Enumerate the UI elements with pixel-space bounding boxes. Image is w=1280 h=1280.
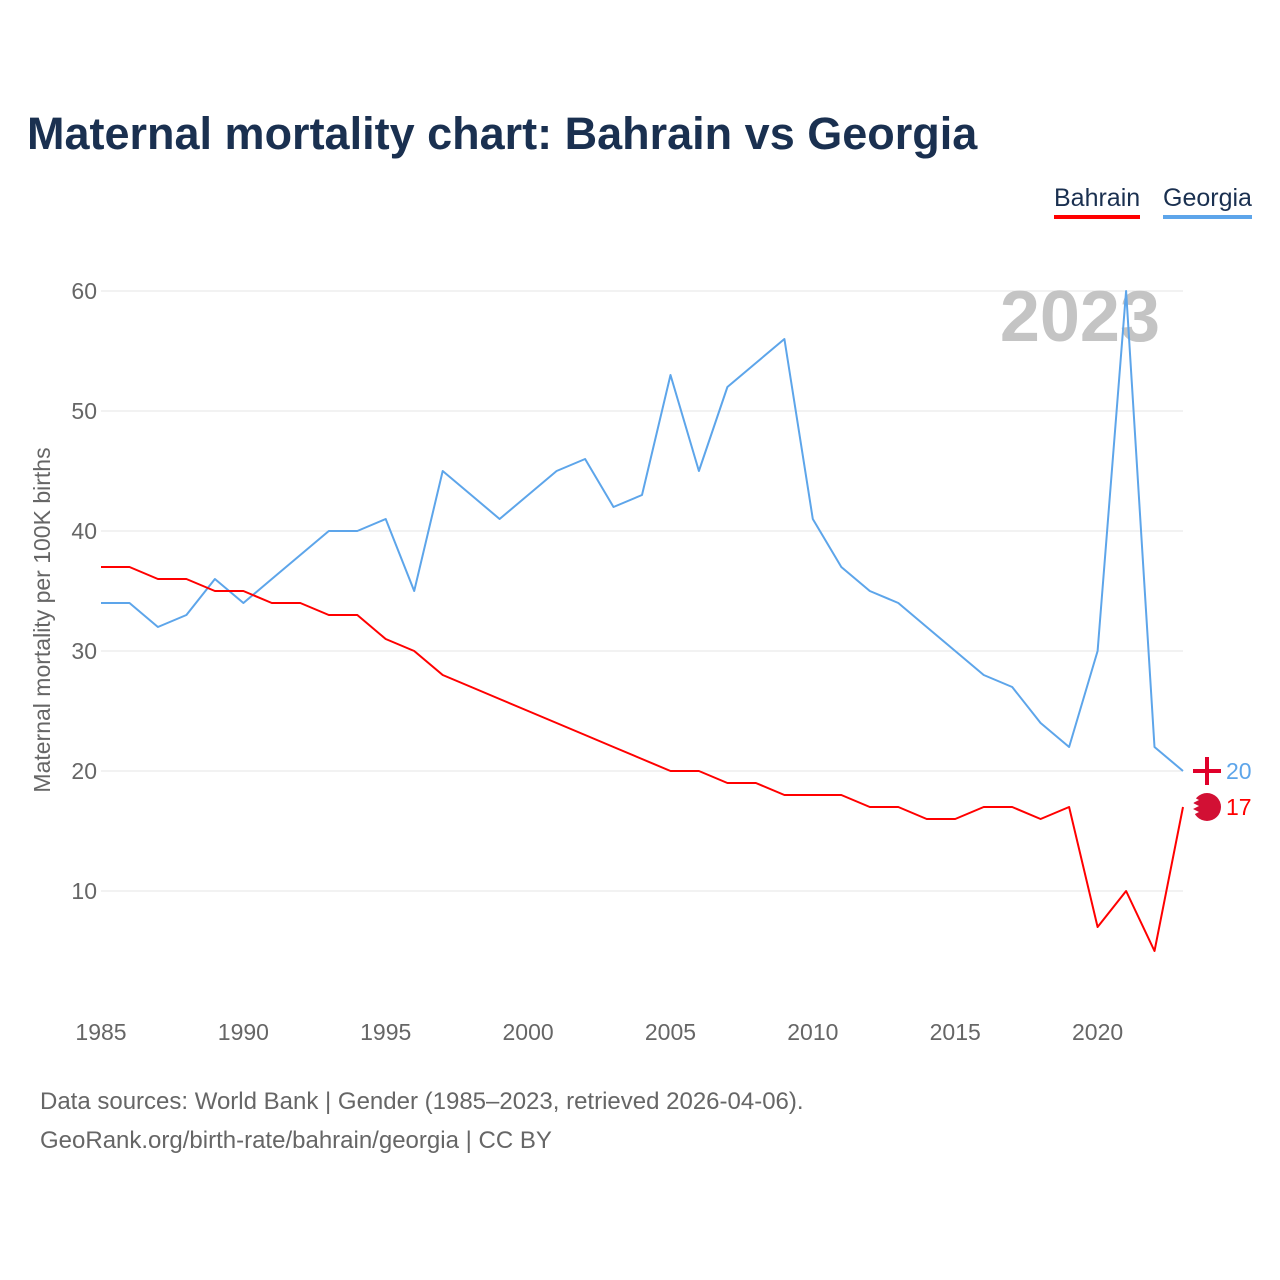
y-tick-label: 40 <box>71 518 97 544</box>
y-tick-label: 60 <box>71 278 97 304</box>
x-tick-label: 2010 <box>787 1019 838 1045</box>
x-tick-label: 1985 <box>75 1019 126 1045</box>
legend-georgia[interactable]: Georgia <box>1163 184 1252 219</box>
source-text: Data sources: World Bank | Gender (1985–… <box>40 1088 804 1115</box>
y-tick-label: 10 <box>71 878 97 904</box>
x-tick-label: 2005 <box>645 1019 696 1045</box>
georgia-flag-cross <box>1205 757 1209 785</box>
year-watermark: 2023 <box>1000 277 1160 357</box>
y-axis-label: Maternal mortality per 100K births <box>29 447 55 792</box>
bahrain-flag-serration <box>1193 797 1199 815</box>
bahrain-flag-icon <box>1193 793 1221 821</box>
x-tick-label: 2020 <box>1072 1019 1123 1045</box>
series-line-bahrain <box>101 566 1184 952</box>
bahrain-end-label: 17 <box>1226 794 1252 820</box>
x-tick-label: 2000 <box>503 1019 554 1045</box>
x-tick-label: 1995 <box>360 1019 411 1045</box>
series-line-georgia <box>101 290 1184 772</box>
y-tick-label: 50 <box>71 398 97 424</box>
x-tick-label: 2015 <box>930 1019 981 1045</box>
legend-bahrain[interactable]: Bahrain <box>1054 184 1141 219</box>
georgia-end-label: 20 <box>1226 758 1252 784</box>
x-tick-label: 1990 <box>218 1019 269 1045</box>
y-tick-label: 20 <box>71 758 97 784</box>
y-tick-label: 30 <box>71 638 97 664</box>
chart-title: Maternal mortality chart: Bahrain vs Geo… <box>27 108 978 159</box>
source-link[interactable]: GeoRank.org/birth-rate/bahrain/georgia |… <box>40 1127 552 1154</box>
